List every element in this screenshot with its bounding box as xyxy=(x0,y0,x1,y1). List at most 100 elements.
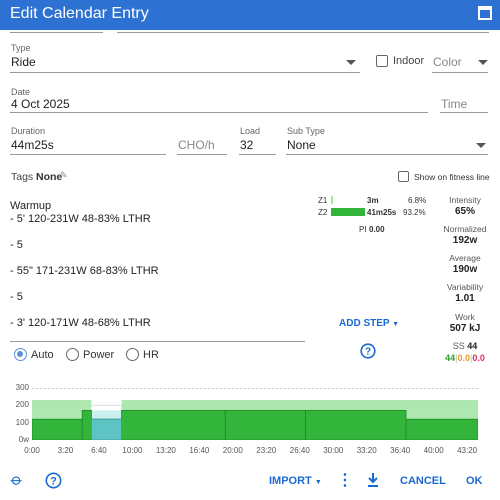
tags-label: Tags xyxy=(11,171,34,183)
type-label: Type xyxy=(11,43,31,53)
auto-label: Auto xyxy=(31,349,54,361)
svg-text:?: ? xyxy=(50,476,57,488)
cho-input[interactable]: CHO/h xyxy=(178,138,215,152)
svg-text:?: ? xyxy=(365,347,371,358)
zone1-pct: 6.8% xyxy=(408,196,427,205)
duration-label: Duration xyxy=(11,126,46,136)
add-step-chevron-icon: ▼ xyxy=(392,321,400,328)
normalized-value: 192w xyxy=(452,235,478,246)
x-tick-label: 30:00 xyxy=(323,446,344,455)
workout-line: - 5 xyxy=(10,239,23,251)
type-underline xyxy=(10,72,360,73)
workout-line: - 5' 120-231W 48-83% LTHR xyxy=(10,213,151,225)
auto-radio[interactable] xyxy=(14,348,27,361)
y-tick-label: 0w xyxy=(18,435,29,444)
ss-row: SS 44 xyxy=(435,341,495,351)
cho-underline xyxy=(177,154,227,155)
x-tick-label: 33:20 xyxy=(356,446,377,455)
fitness-label: Show on fitness line xyxy=(414,172,490,182)
indoor-label: Indoor xyxy=(393,55,425,67)
step-bar xyxy=(305,409,407,440)
zone1-bar xyxy=(331,196,334,204)
time-input[interactable]: Time xyxy=(441,97,468,111)
step-bar xyxy=(32,418,83,440)
type-select[interactable]: Ride xyxy=(11,55,36,69)
add-step-button[interactable]: ADD STEP ▼ xyxy=(339,318,399,329)
x-tick-label: 13:20 xyxy=(155,446,176,455)
y-tick-label: 300 xyxy=(15,383,29,392)
date-input[interactable]: 4 Oct 2025 xyxy=(11,97,70,111)
ss-orange: 0.0 xyxy=(457,353,470,363)
ok-button[interactable]: OK xyxy=(466,475,483,487)
selected-step xyxy=(91,418,122,440)
fitness-checkbox[interactable] xyxy=(398,171,409,182)
range-band xyxy=(82,399,92,411)
pencil-icon[interactable]: ✎ xyxy=(60,170,68,180)
x-tick-label: 6:40 xyxy=(91,446,107,455)
workout-line: Warmup xyxy=(10,200,52,212)
hr-radio[interactable] xyxy=(126,348,139,361)
title-bar: Edit Calendar Entry xyxy=(0,0,500,30)
zone1-name: Z1 xyxy=(318,196,328,205)
indoor-checkbox[interactable] xyxy=(376,55,388,67)
x-tick-label: 43:20 xyxy=(457,446,478,455)
download-icon[interactable] xyxy=(366,472,380,488)
zone1-time: 3m xyxy=(367,196,379,205)
x-tick-label: 40:00 xyxy=(423,446,444,455)
date-underline xyxy=(10,112,428,113)
zone2-bar xyxy=(331,208,365,216)
workout-line: - 3' 120-171W 48-68% LTHR xyxy=(10,317,151,329)
variability-label: Variability xyxy=(446,282,484,292)
work-value: 507 kJ xyxy=(449,323,481,334)
x-tick-label: 23:20 xyxy=(256,446,277,455)
x-tick-label: 0:00 xyxy=(24,446,40,455)
add-step-label: ADD STEP xyxy=(339,318,390,329)
ss-label: SS xyxy=(452,341,465,351)
workout-line: - 5 xyxy=(10,291,23,303)
load-label: Load xyxy=(240,126,261,136)
duration-input[interactable]: 44m25s xyxy=(11,138,54,152)
type-chevron-down-icon[interactable] xyxy=(346,60,356,65)
subtype-underline xyxy=(286,154,488,155)
step-bar xyxy=(121,409,226,440)
zone2-time: 41m25s xyxy=(367,208,397,217)
maximize-icon[interactable] xyxy=(478,6,492,20)
color-chevron-down-icon[interactable] xyxy=(478,60,488,65)
duration-underline xyxy=(10,154,166,155)
more-vert-icon[interactable]: ⋮ xyxy=(337,472,353,489)
footer-help-icon[interactable]: ? xyxy=(45,472,62,489)
ss-sep: | xyxy=(455,353,458,363)
help-icon[interactable]: ? xyxy=(360,343,376,359)
zone2-name: Z2 xyxy=(318,208,328,217)
step-bar xyxy=(405,418,478,440)
intensity-label: Intensity xyxy=(449,195,481,205)
import-chevron-icon: ▼ xyxy=(314,479,322,486)
ss-value: 44 xyxy=(467,341,478,351)
ss-breakdown: 44|0.0|0.0 xyxy=(435,353,495,363)
y-tick-label: 200 xyxy=(15,400,29,410)
subtype-chevron-down-icon[interactable] xyxy=(476,143,486,148)
attach-icon[interactable]: ⌀ xyxy=(7,470,26,490)
normalized-label: Normalized xyxy=(443,224,487,234)
average-label: Average xyxy=(449,253,481,263)
workout-underline xyxy=(10,341,305,342)
x-tick-label: 36:40 xyxy=(390,446,411,455)
ss-pink: 0.0 xyxy=(472,353,485,363)
work-label: Work xyxy=(455,312,475,322)
power-radio[interactable] xyxy=(66,348,79,361)
subtype-select[interactable]: None xyxy=(287,138,316,152)
tags-value[interactable]: None xyxy=(36,171,63,183)
x-tick-label: 20:00 xyxy=(222,446,243,455)
zone2-pct: 93.2% xyxy=(403,208,426,217)
workout-chart[interactable] xyxy=(32,388,478,440)
pi-value: 0.00 xyxy=(369,225,385,234)
x-tick-label: 26:40 xyxy=(289,446,310,455)
cancel-button[interactable]: CANCEL xyxy=(400,475,446,487)
step-bar xyxy=(224,409,307,440)
import-button[interactable]: IMPORT ▼ xyxy=(269,475,322,487)
load-input[interactable]: 32 xyxy=(240,138,254,152)
workout-line: - 55" 171-231W 68-83% LTHR xyxy=(10,265,159,277)
color-select[interactable]: Color xyxy=(433,55,462,69)
hr-label: HR xyxy=(143,349,159,361)
range-band xyxy=(91,410,122,420)
